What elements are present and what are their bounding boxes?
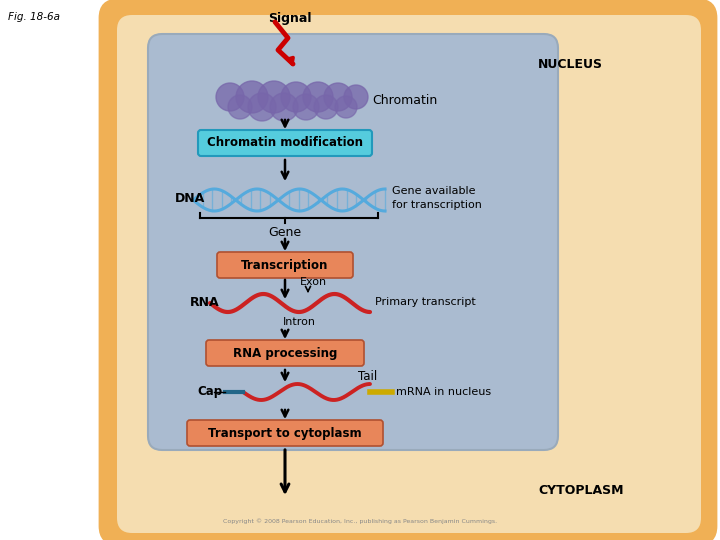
Text: Tail: Tail <box>358 369 377 382</box>
Circle shape <box>293 94 319 120</box>
Circle shape <box>228 95 252 119</box>
Text: Exon: Exon <box>300 277 327 287</box>
Text: CYTOPLASM: CYTOPLASM <box>538 484 624 497</box>
FancyBboxPatch shape <box>117 15 701 533</box>
Circle shape <box>281 82 311 112</box>
Text: RNA: RNA <box>190 295 220 308</box>
Text: Fig. 18-6a: Fig. 18-6a <box>8 12 60 22</box>
Text: mRNA in nucleus: mRNA in nucleus <box>396 387 491 397</box>
Text: Intron: Intron <box>283 317 316 327</box>
Text: Chromatin: Chromatin <box>372 93 437 106</box>
Text: Chromatin modification: Chromatin modification <box>207 137 363 150</box>
Text: NUCLEUS: NUCLEUS <box>538 58 603 71</box>
Circle shape <box>303 82 333 112</box>
FancyBboxPatch shape <box>118 18 698 526</box>
FancyBboxPatch shape <box>187 420 383 446</box>
Text: DNA: DNA <box>175 192 205 205</box>
Circle shape <box>248 93 276 121</box>
Text: Signal: Signal <box>268 12 312 25</box>
FancyBboxPatch shape <box>100 0 716 540</box>
Text: Gene available
for transcription: Gene available for transcription <box>392 186 482 210</box>
Text: Transport to cytoplasm: Transport to cytoplasm <box>208 427 362 440</box>
Text: Primary transcript: Primary transcript <box>375 297 476 307</box>
Circle shape <box>216 83 244 111</box>
FancyBboxPatch shape <box>198 130 372 156</box>
Circle shape <box>324 83 352 111</box>
FancyBboxPatch shape <box>148 34 558 450</box>
Text: Gene: Gene <box>269 226 302 239</box>
Circle shape <box>335 96 357 118</box>
Circle shape <box>314 95 338 119</box>
Text: Cap: Cap <box>197 386 222 399</box>
Circle shape <box>270 93 298 121</box>
Circle shape <box>258 81 290 113</box>
FancyBboxPatch shape <box>206 340 364 366</box>
Circle shape <box>344 85 368 109</box>
Text: RNA processing: RNA processing <box>233 347 337 360</box>
FancyBboxPatch shape <box>217 252 353 278</box>
Circle shape <box>236 81 268 113</box>
Text: Copyright © 2008 Pearson Education, Inc., publishing as Pearson Benjamin Cumming: Copyright © 2008 Pearson Education, Inc.… <box>223 518 497 524</box>
Text: Transcription: Transcription <box>241 259 329 272</box>
